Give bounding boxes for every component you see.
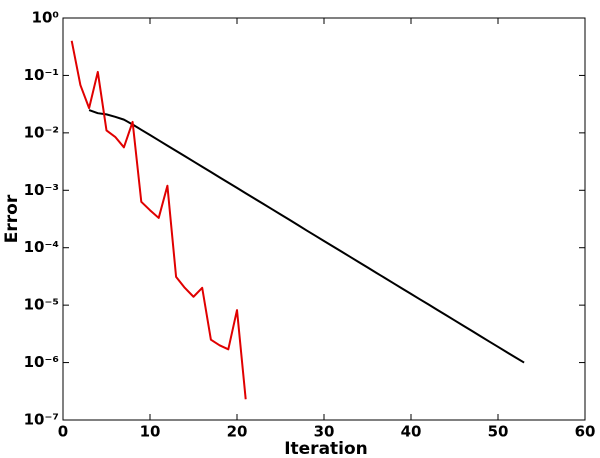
data-line [88, 109, 525, 364]
y-tick-label: 10⁻¹ [24, 66, 59, 84]
x-tick-label: 20 [227, 423, 248, 441]
plot-frame [62, 17, 586, 421]
data-line [70, 40, 247, 400]
y-tick-label: 10⁻⁶ [24, 353, 59, 371]
y-axis-label: Error [2, 194, 22, 243]
y-tick-label: 10⁻⁷ [24, 411, 59, 429]
x-tick-label: 40 [401, 423, 422, 441]
y-tick-label: 10⁻² [24, 123, 59, 141]
x-tick-label: 60 [575, 423, 596, 441]
y-tick-label: 10⁻⁵ [24, 296, 59, 314]
y-tick-label: 10⁻³ [24, 181, 59, 199]
x-tick-label: 10 [140, 423, 161, 441]
y-tick-label: 10⁻⁴ [24, 238, 59, 256]
y-tick-label: 10⁰ [32, 9, 59, 27]
x-axis-label: Iteration [284, 439, 368, 458]
x-tick-label: 30 [314, 423, 335, 441]
x-tick-label: 0 [58, 423, 68, 441]
x-tick-label: 50 [488, 423, 509, 441]
